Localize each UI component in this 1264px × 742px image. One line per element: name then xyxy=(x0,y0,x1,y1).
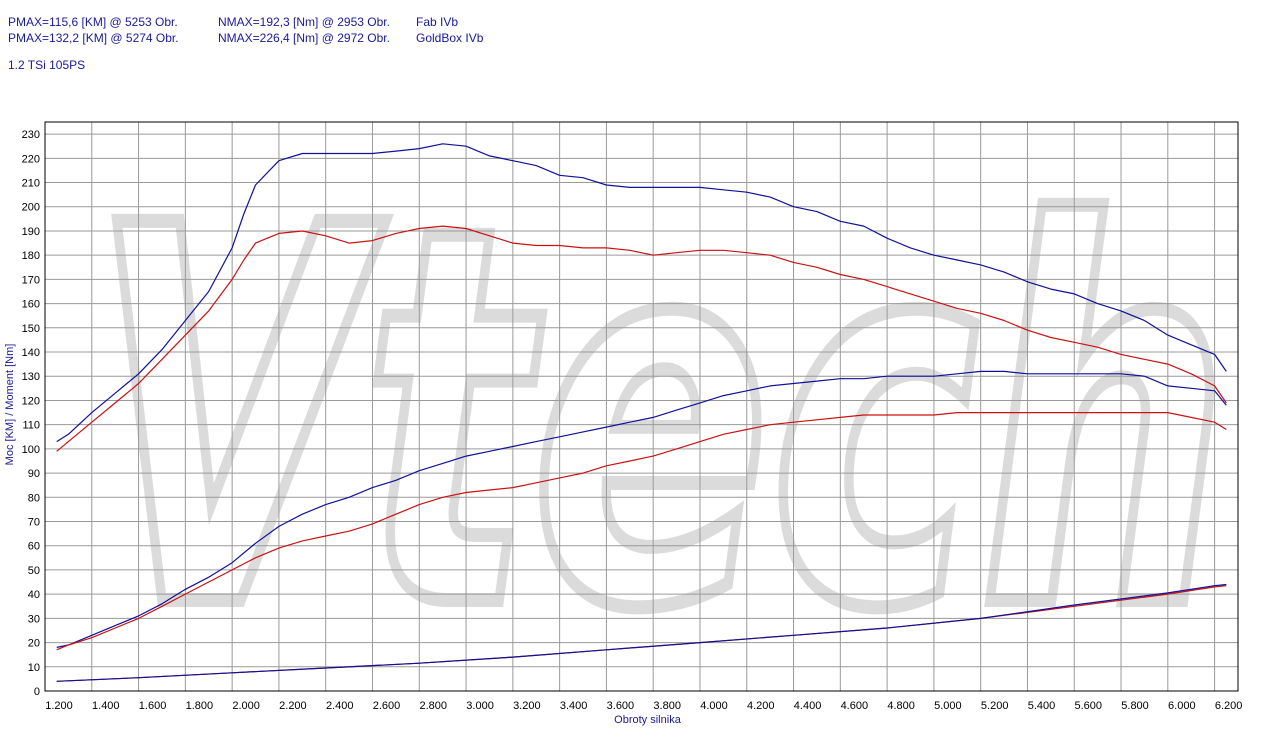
x-tick-label: 6.000 xyxy=(1168,700,1196,712)
y-tick-label: 0 xyxy=(34,686,40,698)
legend-stock-name: Fab IVb xyxy=(416,15,459,29)
y-tick-label: 10 xyxy=(28,662,40,674)
series-torque-tuned xyxy=(56,143,1227,443)
y-tick-label: 30 xyxy=(28,613,40,625)
x-tick-label: 1.400 xyxy=(92,700,120,712)
series-losses-tuned xyxy=(56,583,1227,682)
x-tick-label: 2.200 xyxy=(279,700,307,712)
x-tick-label: 3.400 xyxy=(560,700,588,712)
x-tick-label: 1.200 xyxy=(45,700,73,712)
y-tick-label: 80 xyxy=(28,492,40,504)
x-tick-label: 4.200 xyxy=(747,700,775,712)
y-tick-label: 190 xyxy=(22,226,40,238)
x-tick-label: 5.600 xyxy=(1074,700,1102,712)
y-tick-label: 120 xyxy=(22,395,40,407)
x-tick-label: 4.000 xyxy=(700,700,728,712)
tick-labels: 1.200 1.400 1.600 1.800 2.000 2.200 2.400 2.600… xyxy=(22,129,1243,712)
x-tick-label: 6.200 xyxy=(1215,700,1243,712)
x-tick-label: 3.800 xyxy=(653,700,681,712)
y-tick-label: 20 xyxy=(28,638,40,650)
y-tick-label: 140 xyxy=(22,347,40,359)
y-tick-label: 150 xyxy=(22,323,40,335)
x-tick-label: 2.600 xyxy=(373,700,401,712)
series-power-stock xyxy=(56,412,1227,651)
legend-stock-pmax: PMAX=115,6 [KM] @ 5253 Obr. xyxy=(8,15,178,29)
x-tick-label: 1.800 xyxy=(186,700,214,712)
x-tick-label: 4.400 xyxy=(794,700,822,712)
y-tick-label: 210 xyxy=(22,178,40,190)
y-tick-label: 110 xyxy=(22,420,40,432)
y-tick-label: 50 xyxy=(28,565,40,577)
x-tick-label: 4.600 xyxy=(841,700,869,712)
y-tick-label: 230 xyxy=(22,129,40,141)
y-tick-label: 90 xyxy=(28,468,40,480)
y-tick-label: 180 xyxy=(22,250,40,262)
watermark-text: Vtech xyxy=(90,117,1230,723)
y-axis-label: Moc [KM] / Moment [Nm] xyxy=(4,344,16,466)
legend-tuned-pmax: PMAX=132,2 [KM] @ 5274 Obr. xyxy=(8,31,179,45)
series-power-tuned xyxy=(56,370,1227,648)
y-tick-label: 40 xyxy=(28,589,40,601)
x-tick-label: 4.800 xyxy=(887,700,915,712)
x-tick-label: 1.600 xyxy=(139,700,167,712)
y-tick-label: 100 xyxy=(22,444,40,456)
x-tick-label: 2.800 xyxy=(420,700,448,712)
series-layer xyxy=(56,143,1227,682)
series-torque-stock xyxy=(56,225,1227,452)
y-tick-label: 170 xyxy=(22,274,40,286)
y-tick-label: 160 xyxy=(22,299,40,311)
x-tick-label: 5.000 xyxy=(934,700,962,712)
x-tick-label: 2.000 xyxy=(232,700,260,712)
y-tick-label: 130 xyxy=(22,371,40,383)
watermark-layer: Vtech xyxy=(83,110,1237,730)
x-tick-label: 2.400 xyxy=(326,700,354,712)
x-tick-label: 3.200 xyxy=(513,700,541,712)
x-tick-label: 5.200 xyxy=(981,700,1009,712)
y-tick-label: 220 xyxy=(22,153,40,165)
x-tick-label: 3.000 xyxy=(466,700,494,712)
engine-subtitle: 1.2 TSi 105PS xyxy=(8,58,86,72)
y-tick-label: 70 xyxy=(28,517,40,529)
x-tick-label: 5.400 xyxy=(1028,700,1056,712)
x-tick-label: 3.600 xyxy=(607,700,635,712)
legend-tuned-nmax: NMAX=226,4 [Nm] @ 2972 Obr. xyxy=(218,31,390,45)
legend-stock-nmax: NMAX=192,3 [Nm] @ 2953 Obr. xyxy=(218,15,390,29)
y-tick-label: 200 xyxy=(22,202,40,214)
x-tick-label: 5.800 xyxy=(1121,700,1149,712)
y-tick-label: 60 xyxy=(28,541,40,553)
chart-grid xyxy=(44,122,1238,692)
plot-frame xyxy=(44,121,1239,692)
legend-tuned-name: GoldBox IVb xyxy=(416,31,484,45)
x-axis-label: Obroty silnika xyxy=(614,714,682,726)
